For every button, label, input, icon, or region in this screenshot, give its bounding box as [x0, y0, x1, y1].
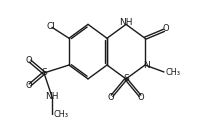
Text: NH: NH: [119, 18, 133, 27]
Text: NH: NH: [45, 92, 59, 101]
Text: CH₃: CH₃: [166, 69, 181, 77]
Text: S: S: [123, 74, 129, 83]
Text: Cl: Cl: [46, 22, 55, 31]
Text: S: S: [41, 69, 47, 77]
Text: N: N: [143, 61, 150, 70]
Text: CH₃: CH₃: [54, 110, 69, 119]
Text: O: O: [163, 24, 169, 33]
Text: O: O: [138, 93, 144, 102]
Text: O: O: [26, 81, 32, 90]
Text: O: O: [108, 93, 114, 102]
Text: O: O: [26, 56, 32, 65]
